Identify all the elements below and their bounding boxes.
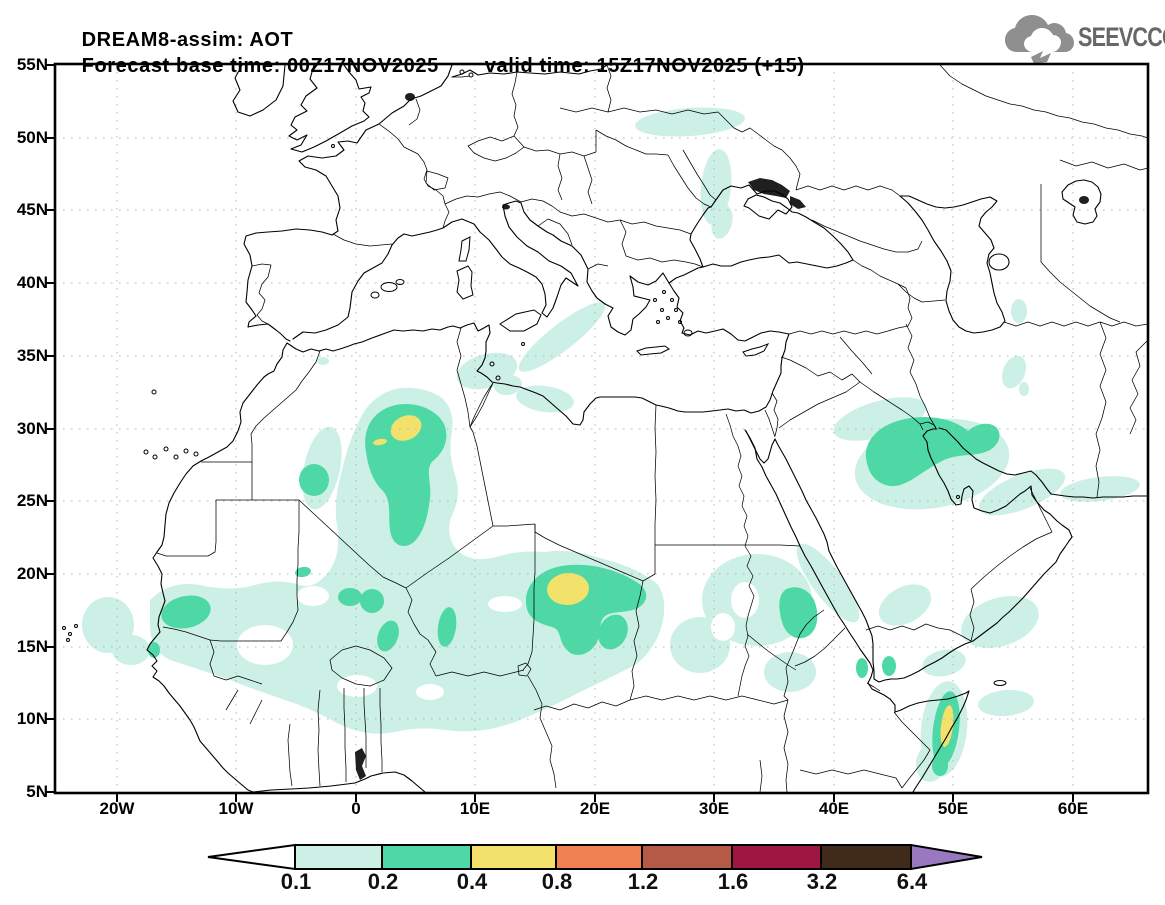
- lat-tick-label: 15N: [16, 637, 48, 656]
- lat-tick-label: 40N: [16, 273, 48, 292]
- lat-tick-label: 30N: [16, 419, 48, 438]
- map-frame: [45, 62, 1150, 802]
- colorbar-cell: [470, 844, 557, 870]
- lat-tick-label: 20N: [16, 564, 48, 583]
- colorbar-value: 0.8: [541, 869, 573, 894]
- colorbar-cell: [641, 844, 733, 870]
- water-fill-details: [355, 93, 1089, 780]
- colorbar-value: 3.2: [806, 869, 838, 894]
- aot-region-holes: [237, 582, 759, 700]
- plot-subtitle: Forecast base time: 00Z17NOV2025 valid ti…: [57, 32, 805, 101]
- aot-regions-level3: [373, 415, 954, 747]
- colorbar-value: 6.4: [896, 869, 928, 894]
- lat-tick-label: 45N: [16, 200, 48, 219]
- colorbar-cell: [381, 844, 472, 870]
- seevccc-logo: [1003, 12, 1163, 64]
- colorbar-cell: [731, 844, 822, 870]
- colorbar-cell: [555, 844, 643, 870]
- cloud-logo-icon: [1005, 15, 1074, 64]
- forecast-base-time-label: Forecast base time: 00Z17NOV2025: [81, 55, 439, 77]
- colorbar-value: 1.6: [717, 869, 749, 894]
- plot-title: DREAM8-assim: AOT: [57, 6, 293, 75]
- colorbar-value: 0.2: [367, 869, 399, 894]
- colorbar: [207, 843, 983, 871]
- lon-tick-label: 10E: [459, 799, 491, 818]
- colorbar-below-arrow: [207, 843, 296, 871]
- lat-tick-label: 35N: [16, 346, 48, 365]
- valid-time-label: valid time: 15Z17NOV2025 (+15): [484, 55, 805, 77]
- lat-tick-label: 55N: [16, 55, 48, 74]
- lon-tick-label: 20W: [99, 799, 135, 818]
- country-borders: [156, 64, 1149, 793]
- lon-tick-label: 10W: [218, 799, 254, 818]
- lat-tick-label: 25N: [16, 491, 48, 510]
- rivers: [725, 413, 797, 697]
- colorbar-cell: [820, 844, 912, 870]
- lon-tick-label: 60E: [1057, 799, 1089, 818]
- colorbar-cell: [294, 844, 383, 870]
- lon-tick-label: 50E: [937, 799, 969, 818]
- graticule: [55, 64, 1148, 793]
- lon-tick-label: 30E: [698, 799, 730, 818]
- colorbar-above-arrow: [910, 843, 983, 871]
- lon-tick-label: 40E: [818, 799, 850, 818]
- lon-tick-label: 0: [351, 799, 361, 818]
- lat-tick-label: 5N: [26, 782, 48, 801]
- colorbar-value: 0.4: [456, 869, 488, 894]
- lon-tick-label: 20E: [579, 799, 611, 818]
- islands: [62, 69, 1007, 686]
- colorbar-value: 1.2: [627, 869, 659, 894]
- colorbar-value: 0.1: [280, 869, 312, 894]
- lat-tick-label: 50N: [16, 128, 48, 147]
- logo-wordmark: SEEVCCC: [1078, 22, 1165, 52]
- model-variable-label: DREAM8-assim: AOT: [81, 29, 294, 51]
- coastlines: [146, 64, 1149, 793]
- lat-tick-label: 10N: [16, 709, 48, 728]
